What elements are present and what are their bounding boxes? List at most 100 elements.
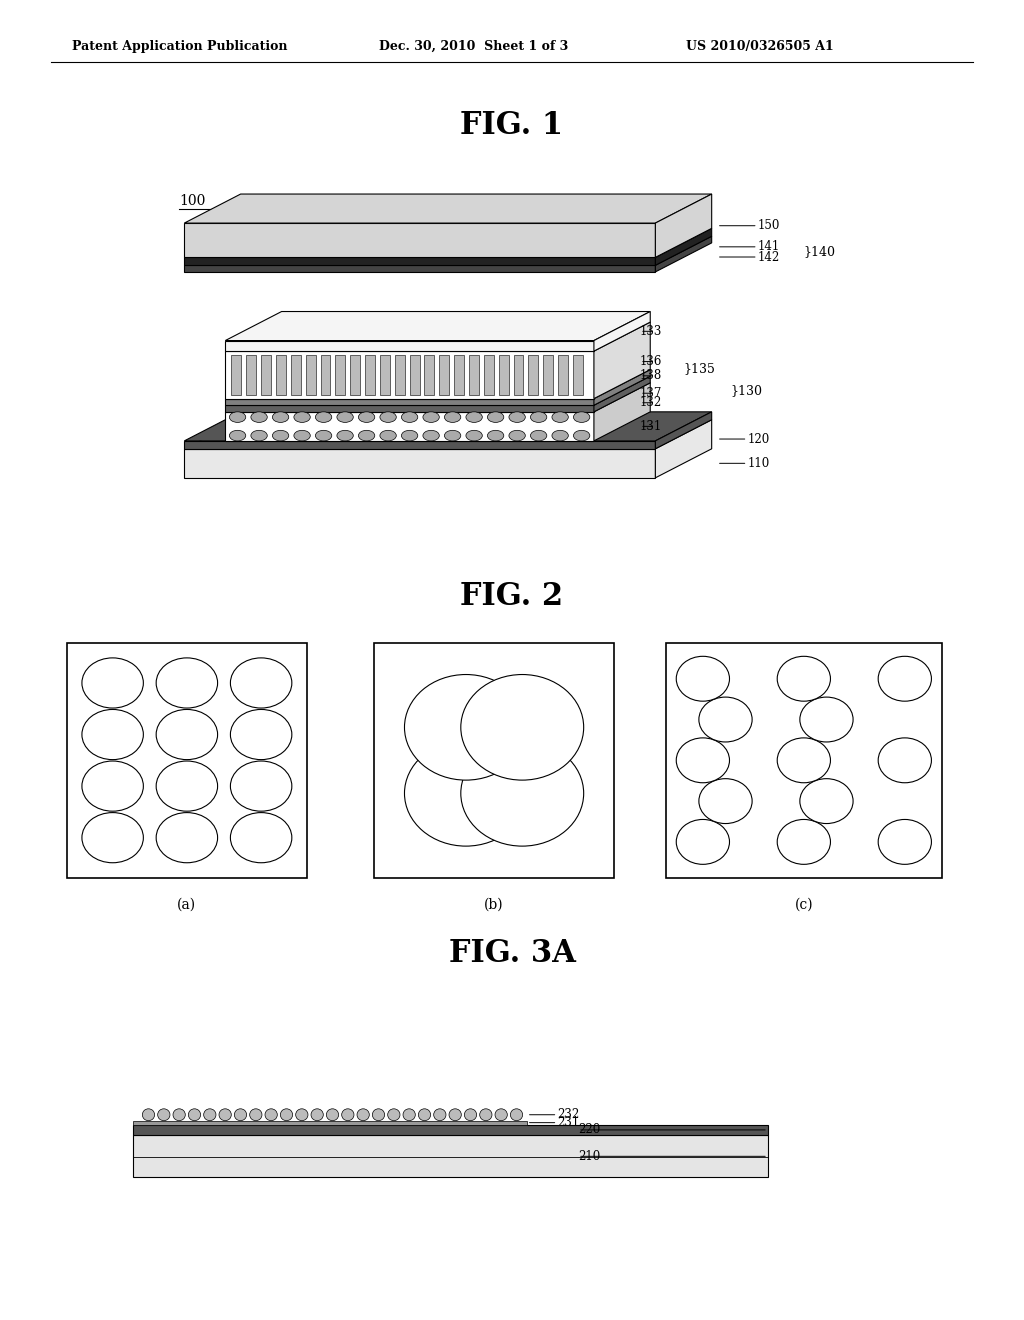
Ellipse shape <box>294 430 310 441</box>
Ellipse shape <box>419 1109 431 1121</box>
Ellipse shape <box>296 1109 308 1121</box>
Polygon shape <box>655 420 712 478</box>
Bar <box>424 355 434 395</box>
Polygon shape <box>184 228 712 257</box>
Ellipse shape <box>461 741 584 846</box>
Ellipse shape <box>509 412 525 422</box>
Ellipse shape <box>573 430 590 441</box>
Text: }140: }140 <box>804 246 836 259</box>
Ellipse shape <box>509 430 525 441</box>
Polygon shape <box>184 236 712 265</box>
Ellipse shape <box>251 430 267 441</box>
Ellipse shape <box>404 675 527 780</box>
Polygon shape <box>225 370 650 399</box>
Bar <box>395 355 404 395</box>
Text: 138: 138 <box>640 370 663 383</box>
Ellipse shape <box>265 1109 278 1121</box>
Text: 142: 142 <box>758 251 780 264</box>
Bar <box>439 355 450 395</box>
Ellipse shape <box>188 1109 201 1121</box>
Text: 132: 132 <box>640 396 663 409</box>
Bar <box>231 355 242 395</box>
Ellipse shape <box>800 697 853 742</box>
Text: 141: 141 <box>758 240 780 253</box>
Ellipse shape <box>230 813 292 863</box>
Polygon shape <box>225 351 594 399</box>
Ellipse shape <box>230 657 292 708</box>
Polygon shape <box>594 370 650 405</box>
Ellipse shape <box>698 779 752 824</box>
Bar <box>410 355 420 395</box>
Ellipse shape <box>380 430 396 441</box>
Ellipse shape <box>403 1109 416 1121</box>
Text: FIG. 1: FIG. 1 <box>461 110 563 141</box>
Ellipse shape <box>173 1109 185 1121</box>
Text: (b): (b) <box>484 898 504 911</box>
Ellipse shape <box>401 412 418 422</box>
Ellipse shape <box>82 657 143 708</box>
Ellipse shape <box>358 430 375 441</box>
Bar <box>133 1135 768 1177</box>
Bar <box>666 643 942 878</box>
Ellipse shape <box>800 779 853 824</box>
Ellipse shape <box>698 697 752 742</box>
Text: 150: 150 <box>758 219 780 232</box>
Bar <box>336 355 345 395</box>
Polygon shape <box>594 312 650 351</box>
Polygon shape <box>184 449 655 478</box>
Bar <box>133 1121 526 1125</box>
Polygon shape <box>225 405 594 412</box>
Ellipse shape <box>444 412 461 422</box>
Ellipse shape <box>158 1109 170 1121</box>
Bar <box>321 355 331 395</box>
Ellipse shape <box>272 412 289 422</box>
Bar <box>528 355 539 395</box>
Ellipse shape <box>530 412 547 422</box>
Ellipse shape <box>337 430 353 441</box>
Ellipse shape <box>251 412 267 422</box>
Ellipse shape <box>342 1109 354 1121</box>
Ellipse shape <box>357 1109 370 1121</box>
Ellipse shape <box>230 762 292 812</box>
Polygon shape <box>184 194 712 223</box>
Ellipse shape <box>466 412 482 422</box>
Text: 133: 133 <box>640 325 663 338</box>
Ellipse shape <box>204 1109 216 1121</box>
Text: 110: 110 <box>748 457 770 470</box>
Text: 231: 231 <box>557 1117 580 1129</box>
Ellipse shape <box>250 1109 262 1121</box>
Polygon shape <box>184 265 655 272</box>
Ellipse shape <box>401 430 418 441</box>
Polygon shape <box>184 257 655 265</box>
Polygon shape <box>594 322 650 399</box>
Bar <box>350 355 360 395</box>
Text: Dec. 30, 2010  Sheet 1 of 3: Dec. 30, 2010 Sheet 1 of 3 <box>379 40 568 53</box>
Ellipse shape <box>777 656 830 701</box>
Polygon shape <box>184 412 712 441</box>
Ellipse shape <box>676 656 729 701</box>
Text: US 2010/0326505 A1: US 2010/0326505 A1 <box>686 40 834 53</box>
Polygon shape <box>225 383 650 412</box>
Ellipse shape <box>337 412 353 422</box>
Bar <box>374 643 614 878</box>
Ellipse shape <box>676 738 729 783</box>
Ellipse shape <box>487 412 504 422</box>
Ellipse shape <box>156 813 218 863</box>
Polygon shape <box>594 376 650 412</box>
Text: (a): (a) <box>177 898 197 911</box>
Ellipse shape <box>229 412 246 422</box>
Ellipse shape <box>281 1109 293 1121</box>
Ellipse shape <box>777 820 830 865</box>
Ellipse shape <box>464 1109 476 1121</box>
Text: }130: }130 <box>730 384 762 397</box>
Bar <box>573 355 583 395</box>
Ellipse shape <box>373 1109 385 1121</box>
Bar <box>469 355 479 395</box>
Bar <box>133 1125 768 1135</box>
Bar <box>483 355 494 395</box>
Polygon shape <box>225 376 650 405</box>
Text: Patent Application Publication: Patent Application Publication <box>72 40 287 53</box>
Ellipse shape <box>156 762 218 812</box>
Text: 131: 131 <box>640 420 663 433</box>
Ellipse shape <box>777 738 830 783</box>
